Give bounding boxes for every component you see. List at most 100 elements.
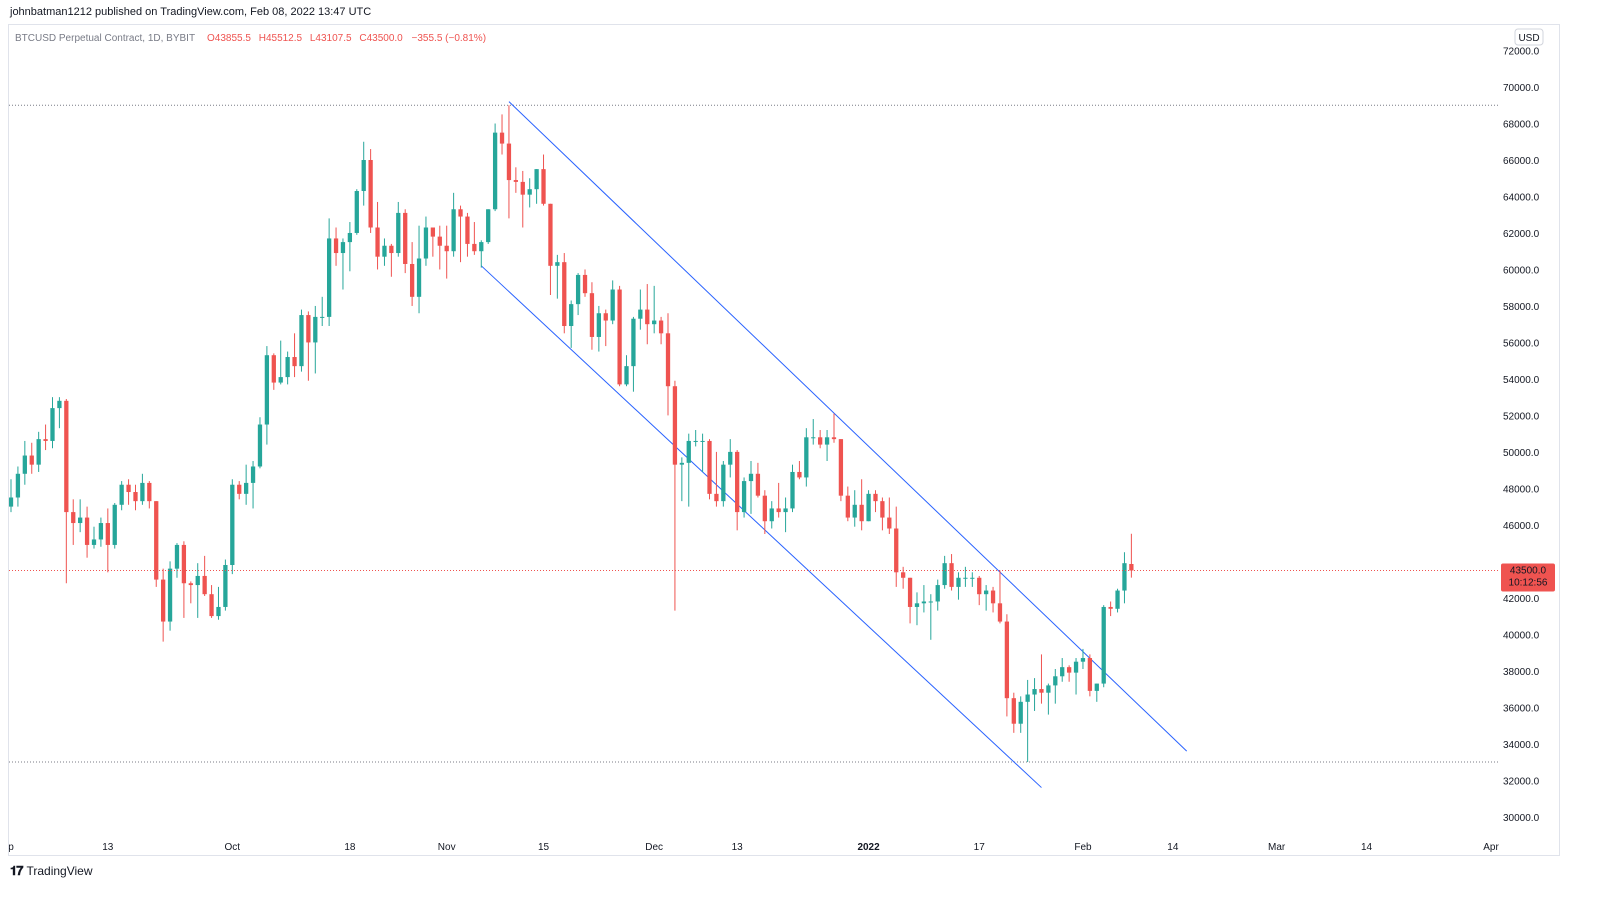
current-price-label: 43500.0 xyxy=(1510,565,1547,576)
candle-body xyxy=(361,160,366,192)
candle-2021-09-05 xyxy=(50,397,55,449)
legend-low: L43107.5 xyxy=(310,33,352,44)
candle-2022-01-16 xyxy=(970,572,975,587)
candle-body xyxy=(541,169,546,204)
candle-body xyxy=(71,512,76,524)
legend-close: C43500.0 xyxy=(359,33,403,44)
candle-2021-11-01 xyxy=(444,225,449,279)
candle-2021-12-21 xyxy=(790,464,795,513)
candle-2021-12-24 xyxy=(811,419,816,445)
candle-body xyxy=(935,585,940,602)
candle-2021-09-25 xyxy=(188,581,193,604)
candle-2022-01-08 xyxy=(914,592,920,626)
candle-body xyxy=(506,143,512,181)
y-tick-label-10: 52000.0 xyxy=(1503,411,1540,422)
candle-body xyxy=(479,242,484,252)
candle-2021-12-26 xyxy=(824,430,830,462)
candle-2021-09-08 xyxy=(71,499,76,545)
candle-2022-02-02 xyxy=(1087,654,1093,697)
candle-2022-01-11 xyxy=(935,579,940,611)
chart-frame[interactable]: 72000.0 70000.0 68000.0 66000.0 64000.0 62000… xyxy=(8,24,1560,856)
candle-2021-09-02 xyxy=(29,442,34,474)
candle-2021-10-15 xyxy=(326,218,332,327)
candle-body xyxy=(1108,606,1113,609)
candle-2022-01-02 xyxy=(873,490,878,513)
candle-body xyxy=(36,439,41,465)
candle-body xyxy=(147,482,152,502)
candle-body xyxy=(292,357,297,367)
candle-body xyxy=(700,440,705,442)
candle-2021-11-05 xyxy=(472,222,477,255)
candle-body xyxy=(838,439,844,496)
candle-2022-01-31 xyxy=(1073,658,1079,695)
tradingview-logo-icon[interactable]: 𝟏𝟕 xyxy=(10,863,24,878)
candle-2021-12-17 xyxy=(762,490,767,534)
candle-2021-09-12 xyxy=(98,517,104,547)
candle-2021-11-22 xyxy=(589,282,595,350)
candle-body xyxy=(1046,685,1051,693)
candle-2021-11-10 xyxy=(506,105,512,219)
candle-body xyxy=(928,601,933,603)
candle-body xyxy=(167,568,173,622)
candle-body xyxy=(693,440,698,442)
candle-2022-01-14 xyxy=(956,572,961,600)
candle-body xyxy=(970,577,975,579)
horizontal-level-lines xyxy=(9,104,1499,763)
candle-2022-01-27 xyxy=(1046,683,1051,715)
candle-body xyxy=(818,437,823,445)
candle-body xyxy=(997,603,1003,622)
candle-2021-09-10 xyxy=(84,506,90,558)
candle-2021-09-18 xyxy=(140,473,145,505)
footer-brand[interactable]: TradingView xyxy=(26,864,93,878)
candle-body xyxy=(921,601,927,604)
candle-body xyxy=(396,212,401,254)
candle-2022-02-04 xyxy=(1101,605,1106,688)
candle-body xyxy=(347,232,353,243)
trendline-channel-upper[interactable] xyxy=(508,101,1188,752)
x-tick-label-9: 17 xyxy=(974,842,986,853)
candle-2022-01-18 xyxy=(983,585,989,611)
candle-2021-10-25 xyxy=(396,201,401,257)
candle-2021-10-27 xyxy=(409,242,415,306)
candle-body xyxy=(416,258,422,297)
candle-body xyxy=(237,484,242,494)
candle-body xyxy=(465,216,470,244)
candle-body xyxy=(672,386,678,465)
candle-body xyxy=(562,262,567,327)
candle-2021-09-04 xyxy=(43,424,48,451)
candle-body xyxy=(658,320,664,334)
price-axis: 72000.0 70000.0 68000.0 66000.0 64000.0 62000… xyxy=(1503,47,1540,824)
candle-2022-01-04 xyxy=(887,497,892,534)
candle-body xyxy=(278,377,283,383)
candle-body xyxy=(444,245,449,252)
candle-body xyxy=(320,316,325,318)
candle-2021-09-24 xyxy=(181,541,187,618)
candle-2021-12-18 xyxy=(769,501,774,529)
candle-body xyxy=(714,493,719,502)
candle-body xyxy=(264,355,270,425)
published-header: johnbatman1212 published on TradingView.… xyxy=(10,6,372,18)
candle-2021-10-16 xyxy=(333,227,339,266)
candle-2021-12-06 xyxy=(686,433,691,507)
candle-body xyxy=(741,481,747,513)
candles xyxy=(9,105,1134,763)
candle-2021-10-05 xyxy=(257,417,263,469)
trendline-channel-lower[interactable] xyxy=(480,265,1042,788)
candle-2021-12-22 xyxy=(797,461,802,480)
candle-2021-12-27 xyxy=(831,413,837,443)
candle-2022-01-24 xyxy=(1025,679,1030,763)
candle-2021-12-07 xyxy=(693,430,698,447)
candle-2021-12-04 xyxy=(672,380,678,611)
candlestick-chart[interactable]: 72000.0 70000.0 68000.0 66000.0 64000.0 62000… xyxy=(9,25,1561,857)
currency-badge[interactable]: USD xyxy=(1514,28,1544,46)
candle-body xyxy=(907,577,913,607)
candle-2021-11-26 xyxy=(617,285,622,387)
candle-body xyxy=(326,238,332,317)
candle-body xyxy=(596,313,601,337)
candle-body xyxy=(492,132,498,210)
candle-2021-11-18 xyxy=(562,253,567,334)
candle-body xyxy=(569,304,574,327)
candle-2022-01-01 xyxy=(866,490,871,522)
candle-body xyxy=(582,274,588,294)
candle-2021-12-08 xyxy=(700,433,705,472)
